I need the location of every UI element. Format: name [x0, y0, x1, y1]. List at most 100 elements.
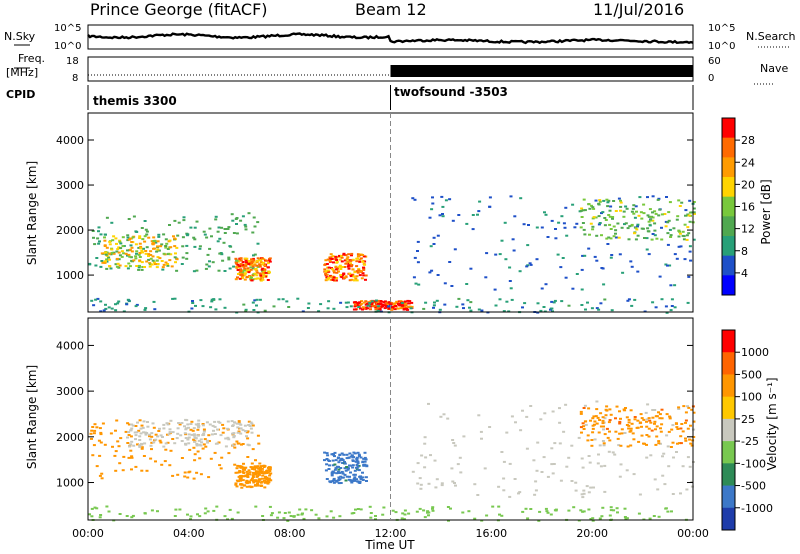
velocity-cell: [645, 434, 649, 436]
velocity-cell: [325, 463, 329, 466]
velocity-cell: [240, 486, 244, 489]
velocity-cell: [194, 423, 198, 426]
power-cell: [540, 226, 544, 229]
power-cell: [329, 278, 333, 281]
power-ytick-label: 3000: [56, 179, 84, 192]
velocity-cell: [195, 471, 199, 474]
velocity-cell: [162, 423, 166, 426]
velocity-cell: [419, 483, 423, 486]
power-cell: [252, 254, 255, 257]
power-cell: [461, 303, 465, 306]
velocity-cell: [257, 479, 261, 482]
velocity-cell: [558, 442, 562, 445]
power-cell: [115, 257, 119, 260]
power-cell: [104, 260, 107, 263]
velocity-cell: [186, 513, 189, 516]
power-cell: [160, 260, 164, 262]
velocity-cell: [245, 431, 249, 434]
velocity-cell: [355, 478, 359, 481]
power-cell: [168, 259, 172, 262]
velocity-cell: [640, 417, 644, 420]
power-colorbar-swatch: [722, 236, 735, 257]
velocity-cell: [337, 468, 341, 471]
power-cell: [428, 271, 432, 274]
velocity-cell: [250, 485, 254, 488]
power-cell: [606, 201, 610, 204]
velocity-cell: [138, 435, 142, 438]
power-cell: [592, 207, 596, 210]
power-cell: [673, 306, 677, 309]
velocity-cell: [580, 431, 583, 434]
power-cell: [244, 268, 248, 271]
power-cell: [619, 201, 623, 204]
power-cell: [112, 251, 116, 254]
power-cell: [347, 253, 351, 256]
velocity-cell: [164, 448, 168, 451]
velocity-cell: [657, 411, 660, 414]
velocity-cell: [677, 406, 681, 409]
power-cell: [96, 297, 100, 300]
power-cell: [651, 301, 655, 304]
power-cell: [262, 261, 266, 264]
power-cell: [258, 264, 262, 267]
velocity-cell: [510, 415, 514, 418]
velocity-cell: [302, 517, 306, 520]
power-cell: [157, 249, 161, 252]
velocity-cell: [587, 508, 591, 511]
power-cell: [98, 240, 101, 243]
power-cell: [171, 297, 175, 300]
power-cell: [260, 263, 264, 266]
velocity-cell: [642, 442, 645, 445]
velocity-cell: [343, 467, 347, 470]
velocity-cell: [550, 447, 554, 450]
velocity-cell: [202, 428, 206, 431]
power-cell: [630, 304, 634, 307]
velocity-cell: [140, 442, 144, 445]
velocity-cell: [213, 420, 217, 423]
velocity-cell: [551, 410, 555, 413]
power-cell: [684, 214, 687, 217]
velocity-cell: [247, 469, 251, 472]
power-cell: [678, 205, 682, 207]
power-cell: [440, 195, 444, 198]
velocity-cell: [227, 452, 231, 455]
power-cell: [139, 245, 143, 248]
power-cell: [237, 273, 240, 275]
power-cell: [424, 301, 428, 304]
power-cell: [218, 298, 222, 301]
velocity-cell: [259, 485, 263, 487]
power-cell: [344, 262, 348, 265]
power-cell: [91, 230, 95, 232]
velocity-cell: [277, 511, 281, 514]
velocity-cell: [130, 440, 134, 443]
velocity-cell: [630, 422, 634, 425]
power-cell: [358, 274, 362, 277]
velocity-cell: [247, 420, 251, 423]
velocity-cell: [100, 472, 104, 475]
velocity-cell: [353, 473, 357, 476]
power-cell: [145, 260, 149, 263]
velocity-cell: [268, 470, 272, 473]
power-cell: [634, 205, 638, 208]
velocity-cell: [186, 476, 190, 479]
velocity-cell: [331, 459, 335, 462]
velocity-cell: [628, 430, 632, 433]
noise-line: [87, 32, 694, 45]
velocity-cell: [125, 515, 129, 517]
velocity-cell: [679, 435, 683, 438]
velocity-cell: [127, 434, 131, 436]
power-cell: [165, 242, 169, 245]
velocity-cell: [350, 512, 354, 515]
velocity-cell: [194, 437, 198, 440]
power-cell: [677, 199, 681, 202]
velocity-cell: [645, 418, 649, 421]
velocity-cell: [613, 453, 617, 456]
velocity-cell: [602, 442, 606, 445]
velocity-colorbar-swatch: [722, 418, 735, 442]
velocity-cell: [350, 481, 354, 484]
velocity-colorbar-swatch: [722, 485, 735, 509]
velocity-cell: [230, 517, 234, 520]
velocity-cell: [355, 457, 359, 460]
power-cell: [135, 303, 139, 306]
velocity-cell: [684, 437, 687, 440]
